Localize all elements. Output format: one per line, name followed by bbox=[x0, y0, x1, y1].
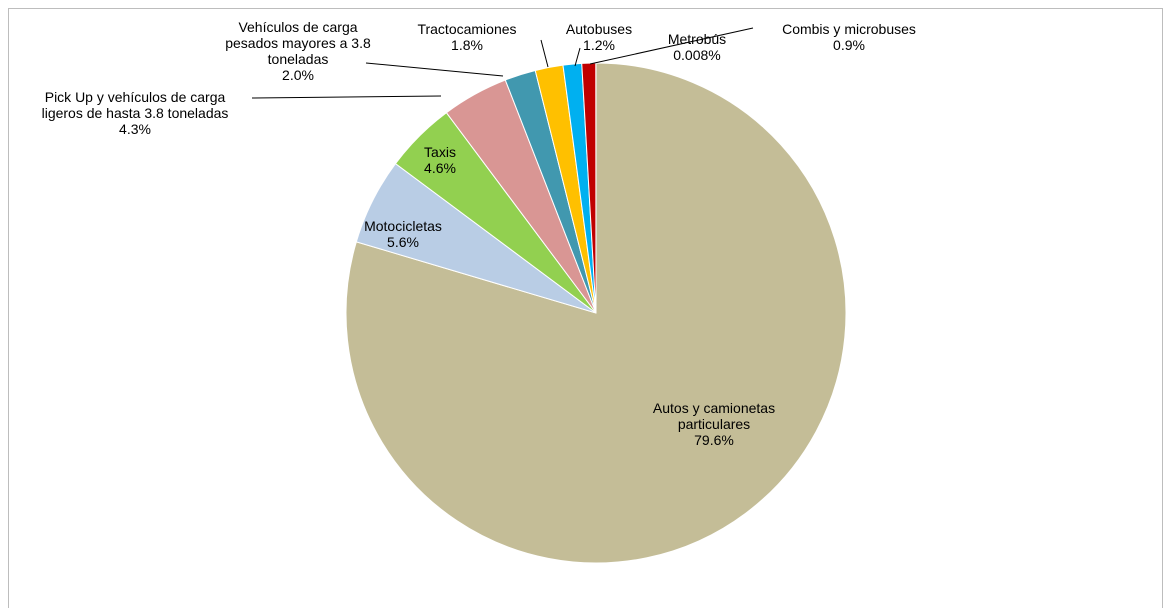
data-label-name: Pick Up y vehículos de carga bbox=[45, 89, 226, 105]
data-label-name: Combis y microbuses bbox=[782, 21, 916, 37]
data-label-name: toneladas bbox=[268, 51, 329, 67]
data-label-percent: 4.6% bbox=[424, 160, 456, 176]
data-label-percent: 79.6% bbox=[694, 432, 734, 448]
leader-line-pick-up-y-veh-culos-de-carga-ligeros-de-hasta-3-8-toneladas bbox=[252, 96, 441, 98]
data-label-percent: 2.0% bbox=[282, 67, 314, 83]
data-label-name: pesados mayores a 3.8 bbox=[225, 35, 371, 51]
data-label-name: Taxis bbox=[424, 144, 456, 160]
leader-line-veh-culos-de-carga-pesados-mayores-a-3-8-toneladas bbox=[366, 63, 503, 76]
data-label-name: Autobuses bbox=[566, 21, 632, 37]
data-label-percent: 0.9% bbox=[833, 37, 865, 53]
data-label-percent: 4.3% bbox=[119, 121, 151, 137]
data-label-name: Metrobús bbox=[668, 31, 726, 47]
data-label-name: particulares bbox=[678, 416, 750, 432]
data-label-name: Autos y camionetas bbox=[653, 400, 775, 416]
leader-line-tractocamiones bbox=[541, 40, 548, 67]
data-label-percent: 0.008% bbox=[673, 47, 720, 63]
data-label-percent: 1.8% bbox=[451, 37, 483, 53]
data-label-name: Tractocamiones bbox=[417, 21, 516, 37]
data-label-percent: 5.6% bbox=[387, 234, 419, 250]
data-label-name: Vehículos de carga bbox=[238, 19, 357, 35]
data-label-percent: 1.2% bbox=[583, 37, 615, 53]
data-label-name: ligeros de hasta 3.8 toneladas bbox=[42, 105, 229, 121]
data-label-name: Motocicletas bbox=[364, 218, 442, 234]
